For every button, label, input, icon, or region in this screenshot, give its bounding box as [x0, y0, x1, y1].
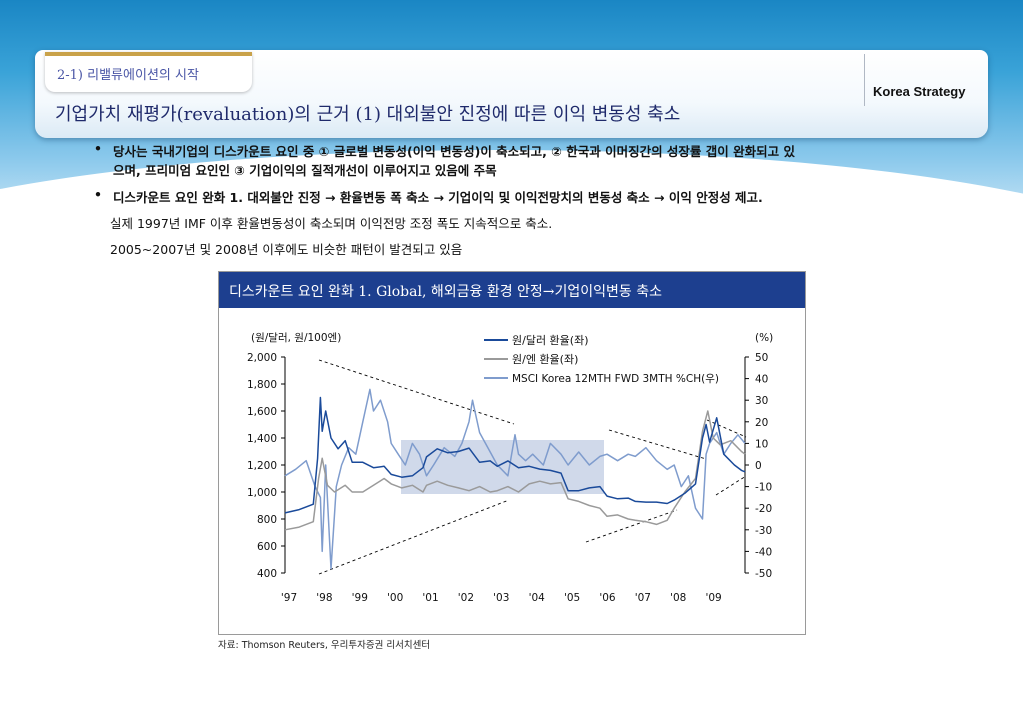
bullet-1-line-2: 으며, 프리미엄 요인인 ③ 기업이익의 질적개선이 이루어지고 있음에 주목 [113, 163, 497, 178]
header-divider [864, 54, 865, 106]
bullet-2-line-1: 디스카운트 요인 완화 1. 대외불안 진정 → 환율변동 폭 축소 → 기업이… [113, 190, 763, 205]
left-tick-label: 800 [257, 514, 277, 526]
right-tick-label: -40 [755, 546, 772, 558]
trend-line-lower-far-right [715, 475, 747, 496]
x-tick-label: '00 [387, 592, 403, 604]
highlight-box [401, 440, 604, 494]
chart-title: 디스카운트 요인 완화 1. Global, 해외금융 환경 안정→기업이익변동… [229, 284, 663, 300]
x-tick-label: '05 [564, 592, 580, 604]
left-axis-label: (원/달러, 원/100엔) [251, 332, 341, 344]
bullet-marker: • [94, 187, 102, 202]
right-tick-label: -50 [755, 568, 772, 580]
section-tab [45, 52, 252, 92]
bullet-marker: • [94, 141, 102, 156]
bullet-1-line-1: 당사는 국내기업의 디스카운트 요인 중 ① 글로벌 변동성(이익 변동성)이 … [113, 144, 795, 159]
series-line-2 [284, 388, 746, 570]
section-label: 2-1) 리밸류에이션의 시작 [57, 68, 199, 83]
right-tick-label: -30 [755, 525, 772, 537]
x-tick-label: '01 [422, 592, 438, 604]
note-line-2: 2005~2007년 및 2008년 이후에도 비슷한 패턴이 발견되고 있음 [110, 242, 463, 257]
trend-line-upper-right [608, 429, 707, 460]
right-tick-label: 10 [755, 438, 768, 450]
x-tick-label: '98 [316, 592, 332, 604]
series-line-0 [284, 396, 746, 514]
page-title: 기업가치 재평가(revaluation)의 근거 (1) 대외불안 진정에 따… [55, 104, 681, 125]
x-tick-label: '99 [352, 592, 368, 604]
x-tick-label: '02 [458, 592, 474, 604]
x-tick-label: '06 [599, 592, 616, 604]
x-tick-label: '03 [493, 592, 509, 604]
left-tick-label: 1,000 [247, 487, 277, 499]
left-tick-label: 400 [257, 568, 277, 580]
trend-line-upper-far-right [706, 419, 747, 438]
trend-line-lower-right [585, 509, 678, 543]
right-tick-label: 0 [755, 460, 762, 472]
source-note: 자료: Thomson Reuters, 우리투자증권 리서치센터 [218, 640, 431, 651]
chart-header-bar [219, 272, 805, 308]
legend-label-won-yen: 원/엔 환율(좌) [512, 353, 578, 366]
right-tick-label: 40 [755, 374, 768, 386]
right-axis-label: (%) [755, 332, 773, 344]
trend-line-upper-left [318, 359, 515, 425]
x-tick-label: '97 [281, 592, 297, 604]
right-tick-label: 50 [755, 352, 768, 364]
x-tick-label: '04 [529, 592, 546, 604]
trend-line-lower-left [318, 499, 510, 575]
legend-label-msci: MSCI Korea 12MTH FWD 3MTH %CH(우) [512, 373, 719, 385]
right-tick-label: -10 [755, 482, 772, 494]
brand-label: Korea Strategy [873, 84, 966, 99]
chart-container: 디스카운트 요인 완화 1. Global, 해외금융 환경 안정→기업이익변동… [218, 271, 806, 635]
legend-label-won-dollar: 원/달러 환율(좌) [512, 334, 589, 347]
left-tick-label: 1,800 [247, 379, 277, 391]
right-tick-label: 20 [755, 417, 768, 429]
left-tick-label: 1,400 [247, 433, 277, 445]
series-line-1 [284, 410, 746, 531]
x-tick-label: '07 [635, 592, 651, 604]
x-tick-label: '09 [705, 592, 721, 604]
x-tick-label: '08 [670, 592, 686, 604]
left-tick-label: 1,600 [247, 406, 277, 418]
note-line-1: 실제 1997년 IMF 이후 환율변동성이 축소되며 이익전망 조정 폭도 지… [110, 216, 553, 231]
left-tick-label: 2,000 [247, 352, 277, 364]
right-tick-label: -20 [755, 503, 772, 515]
left-tick-label: 1,200 [247, 460, 277, 472]
right-tick-label: 30 [755, 395, 768, 407]
chart-plot: 4006008001,0001,2001,4001,6001,8002,000-… [247, 332, 773, 604]
left-tick-label: 600 [257, 541, 277, 553]
